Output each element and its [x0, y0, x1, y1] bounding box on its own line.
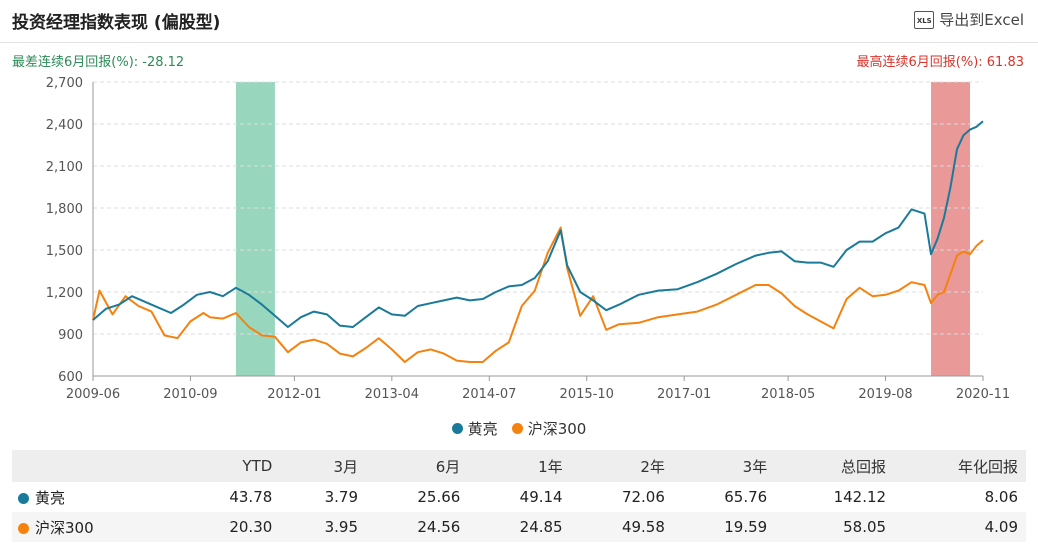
col-header-6m: 6月 [366, 450, 469, 482]
cell-ytd: 20.30 [178, 512, 281, 542]
y-tick-label: 900 [58, 328, 83, 343]
x-tick-label: 2015-10 [560, 387, 614, 402]
col-header-3y: 3年 [672, 450, 776, 482]
y-tick-label: 1,800 [46, 202, 83, 217]
cell-annual: 4.09 [894, 512, 1026, 542]
col-header-ytd: YTD [178, 450, 281, 482]
row-name: 黄亮 [35, 488, 66, 507]
legend-item-manager[interactable]: 黄亮 [451, 418, 498, 439]
header: 投资经理指数表现 (偏股型) XLS 导出到Excel [0, 0, 1038, 43]
series-line-manager [92, 120, 984, 328]
row-name-cell: 沪深300 [12, 512, 178, 542]
y-tick-label: 600 [58, 370, 83, 385]
col-header-3m: 3月 [280, 450, 367, 482]
worst-period-band [235, 82, 275, 376]
export-label: 导出到Excel [939, 11, 1024, 29]
chart-legend: 黄亮 沪深300 [0, 418, 1038, 439]
x-tick-label: 2020-11 [956, 387, 1010, 402]
cell-ytd: 43.78 [229, 488, 273, 506]
cell-total: 58.05 [775, 512, 895, 542]
legend-label-csi300: 沪深300 [527, 420, 587, 438]
x-tick-label: 2012-01 [267, 387, 321, 402]
x-tick-label: 2014-07 [462, 387, 516, 402]
legend-dot-manager [451, 423, 463, 434]
x-tick-label: 2009-06 [66, 387, 120, 402]
cell-1y: 49.14 [519, 488, 563, 506]
row-dot-csi300 [18, 522, 29, 534]
cell-3y: 65.76 [724, 488, 768, 506]
line-chart: 600 900 1,200 1,500 1,800 2,100 2,400 2,700 2009… [46, 76, 1010, 402]
x-tick-label: 2019-08 [858, 387, 912, 402]
best-period-band [931, 82, 971, 376]
cell-2y: 72.06 [621, 488, 665, 506]
page-title: 投资经理指数表现 (偏股型) [12, 13, 221, 33]
y-tick-label: 2,400 [46, 118, 83, 133]
cell-3m: 3.95 [280, 512, 367, 542]
col-header-annual: 年化回报 [894, 450, 1026, 482]
col-header-total: 总回报 [775, 450, 895, 482]
table-row: 黄亮 43.78 3.79 25.66 49.14 72.06 65.76 14… [12, 482, 1026, 512]
y-tick-label: 1,200 [46, 286, 83, 301]
cell-3m: 3.79 [324, 488, 359, 506]
y-tick-label: 1,500 [46, 244, 83, 259]
row-name: 沪深300 [35, 518, 94, 537]
x-tick-label: 2013-04 [365, 387, 419, 402]
worst-6m-return: 最差连续6月回报(%): -28.12 [12, 55, 185, 70]
cell-1y: 24.85 [468, 512, 571, 542]
x-tick-label: 2010-09 [163, 387, 217, 402]
cell-6m: 25.66 [417, 488, 461, 506]
col-header-1y: 1年 [468, 450, 571, 482]
x-tick-label: 2017-01 [657, 387, 711, 402]
cell-annual: 8.06 [984, 488, 1018, 506]
series-line-csi300 [92, 226, 984, 363]
cell-total: 142.12 [833, 488, 887, 506]
export-excel-button[interactable]: XLS 导出到Excel [914, 9, 1024, 30]
best-6m-return: 最高连续6月回报(%): 61.83 [856, 55, 1025, 70]
table-header-row: YTD 3月 6月 1年 2年 3年 总回报 年化回报 [12, 450, 1026, 482]
col-header-2y: 2年 [570, 450, 673, 482]
legend-label-manager: 黄亮 [467, 420, 498, 438]
cell-6m: 24.56 [366, 512, 469, 542]
legend-dot-csi300 [511, 423, 523, 434]
returns-table: YTD 3月 6月 1年 2年 3年 总回报 年化回报 黄亮 43.78 3.7… [12, 450, 1026, 542]
cell-2y: 49.58 [570, 512, 673, 542]
table-row: 沪深300 20.30 3.95 24.56 24.85 49.58 19.59… [12, 512, 1026, 542]
row-name-cell: 黄亮 [12, 482, 178, 512]
xls-file-icon: XLS [914, 10, 935, 29]
y-tick-label: 2,700 [46, 76, 83, 91]
y-tick-label: 2,100 [46, 160, 83, 175]
legend-item-csi300[interactable]: 沪深300 [511, 418, 587, 439]
x-tick-label: 2018-05 [761, 387, 815, 402]
row-dot-manager [18, 492, 29, 504]
col-header-name [12, 450, 178, 482]
cell-3y: 19.59 [672, 512, 776, 542]
